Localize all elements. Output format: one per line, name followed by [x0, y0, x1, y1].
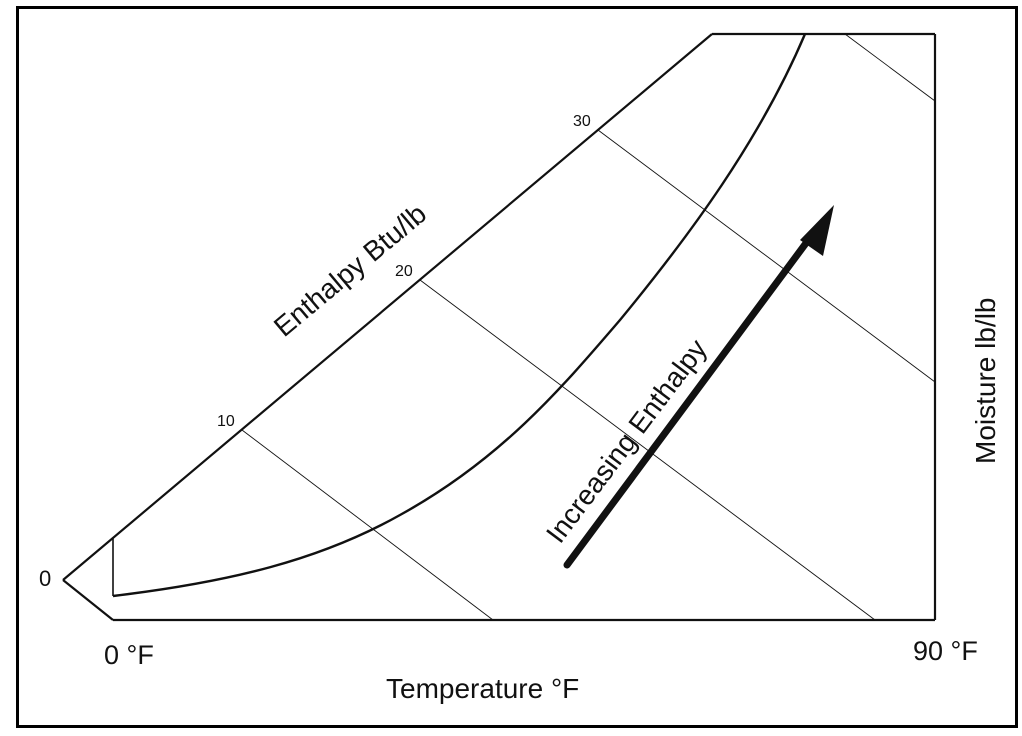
enthalpy-line-30 [597, 129, 936, 383]
enthalpy-tick-30: 30 [573, 113, 591, 130]
x-axis-title: Temperature °F [386, 673, 579, 704]
y-axis-title: Moisture lb/lb [970, 297, 1001, 464]
enthalpy-lines [241, 33, 936, 621]
increasing-enthalpy-arrow [563, 205, 834, 569]
bottom-left-diagonal [62, 579, 114, 621]
chart-outline [62, 32, 937, 622]
enthalpy-line-20 [419, 279, 876, 621]
saturation-curve [112, 33, 807, 598]
enthalpy-tick-20: 20 [395, 263, 413, 280]
figure-border [16, 6, 1018, 728]
enthalpy-tick-10: 10 [217, 413, 235, 430]
enthalpy-line-10 [241, 429, 494, 621]
saturation-curve-path [112, 33, 807, 598]
arrow-shaft [563, 227, 819, 569]
enthalpy-tick-0: 0 [39, 566, 51, 591]
x-axis-min-label: 0 °F [104, 640, 154, 670]
enthalpy-line-40 [844, 33, 936, 102]
arrow-head-icon [800, 205, 834, 256]
x-axis-max-label: 90 °F [913, 636, 978, 666]
arrow-label: Increasing Enthalpy [540, 334, 713, 549]
enthalpy-scale-line [62, 33, 713, 581]
